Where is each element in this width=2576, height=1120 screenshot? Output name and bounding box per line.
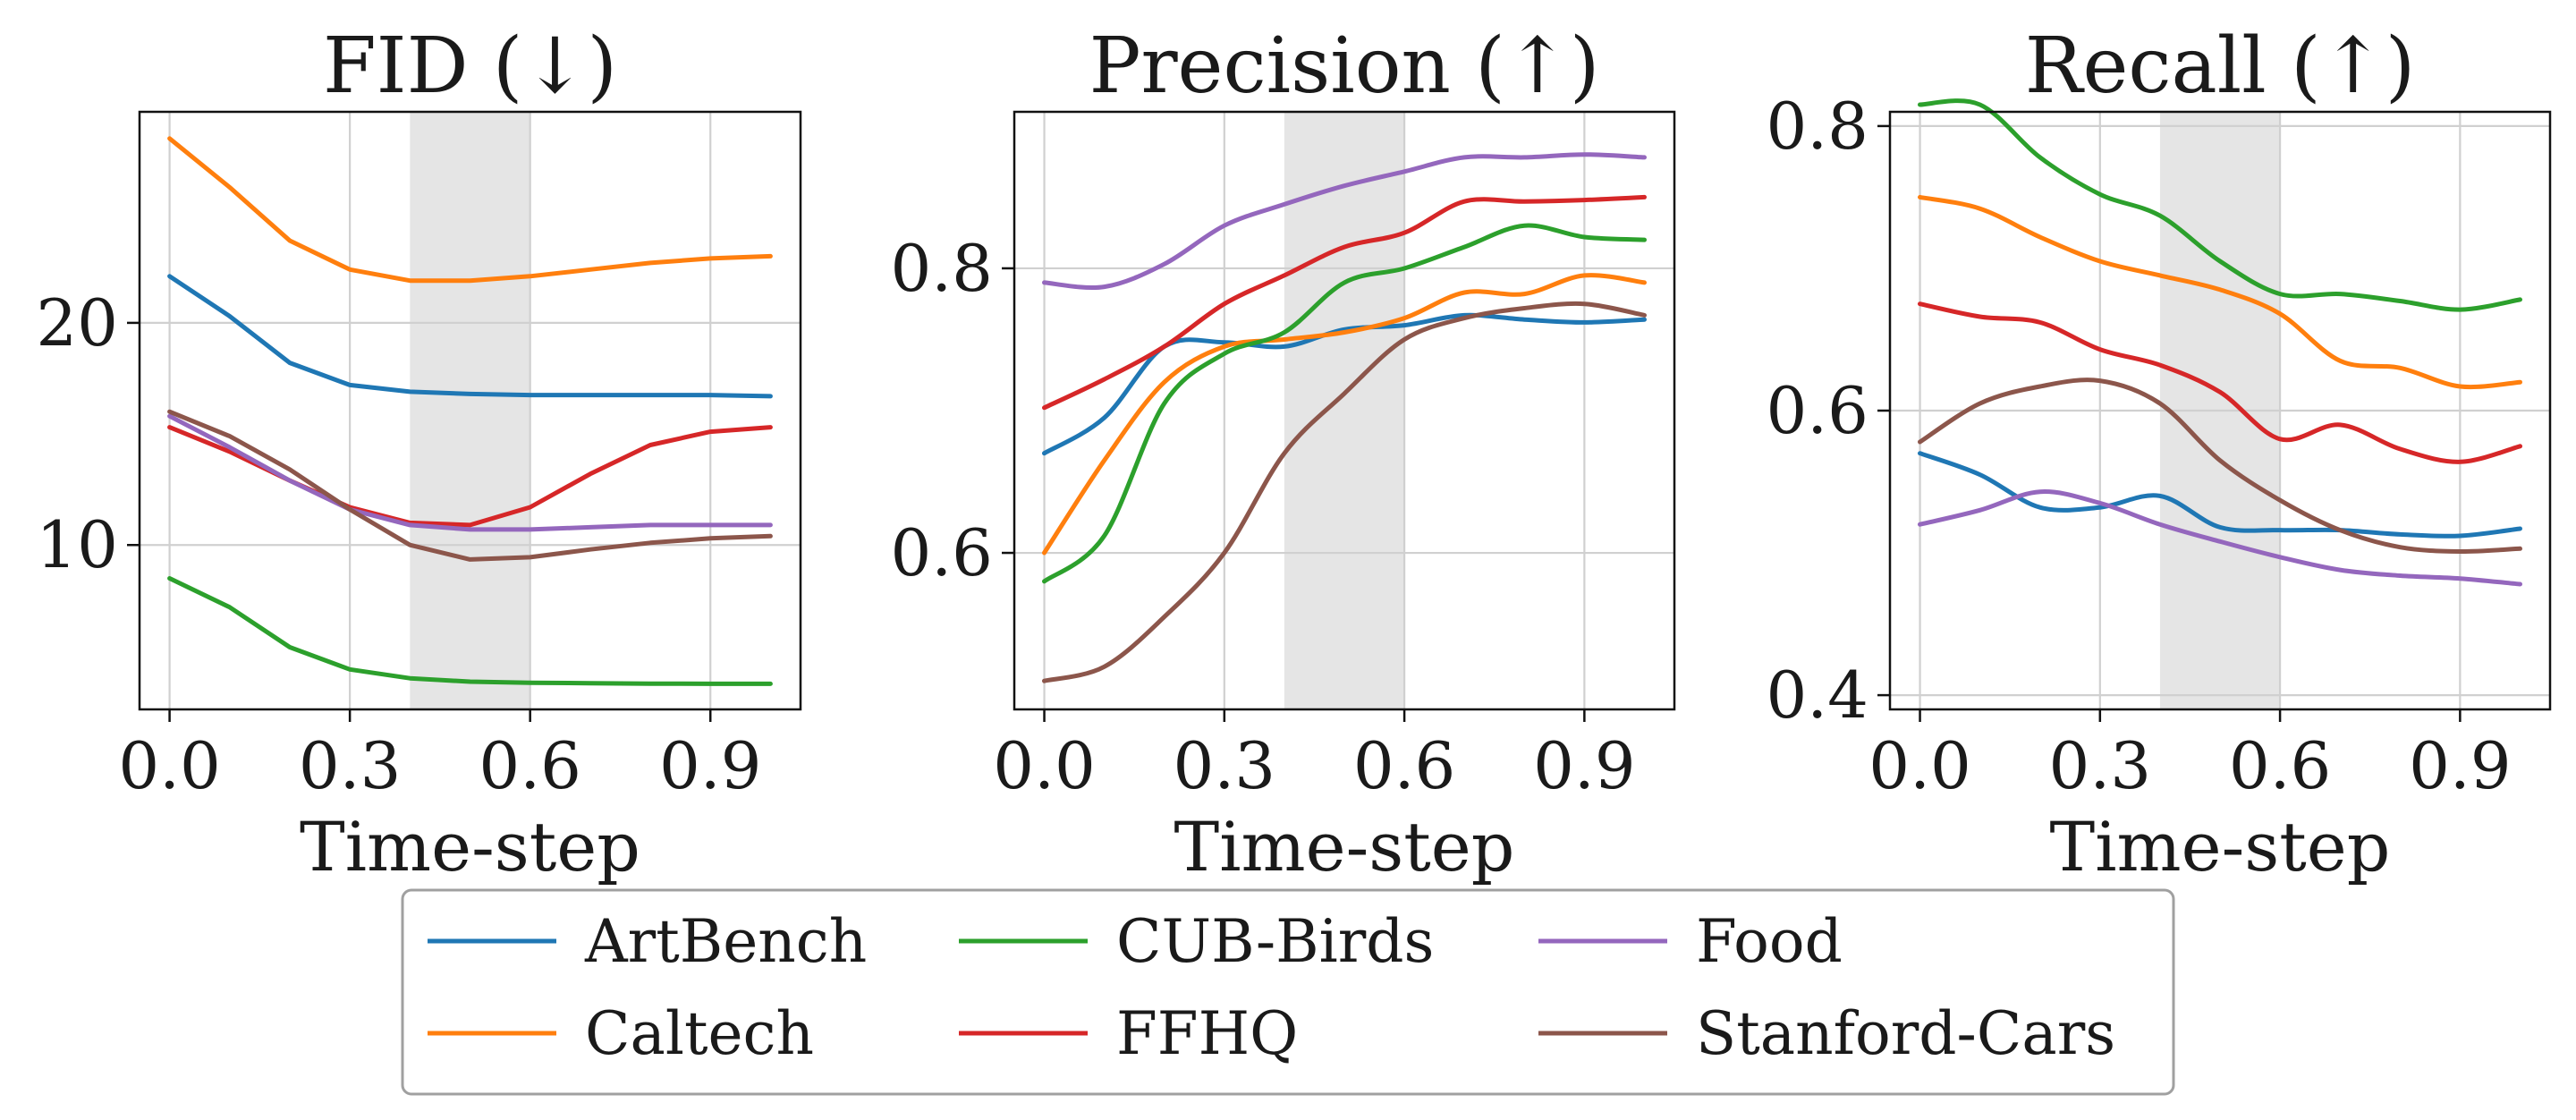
series-line-cub-birds — [1042, 223, 1647, 584]
y-tick-label: 20 — [36, 285, 118, 361]
x-tick-label: 0.9 — [659, 728, 762, 803]
x-tick-label: 0.3 — [1174, 728, 1276, 803]
series-line-caltech — [1042, 273, 1647, 556]
series-line-stanford-cars — [1042, 301, 1647, 683]
legend-label-cub-birds: CUB-Birds — [1116, 907, 1434, 976]
series-line-artbench — [1042, 312, 1647, 456]
x-axis-label: Time-step — [1174, 807, 1515, 887]
series-line-artbench — [1918, 451, 2522, 539]
axes-frame — [138, 110, 802, 711]
panel-precision: 0.0 0.3 0.6 0.9 0.6 0.8 Precision (↑) Time-step — [890, 21, 1676, 887]
legend-label-artbench: ArtBench — [584, 907, 867, 976]
panel-title: Recall (↑) — [2025, 21, 2416, 111]
axes-frame — [1013, 110, 1676, 711]
x-tick-label: 0.0 — [1868, 728, 1971, 803]
y-tick-label: 0.6 — [890, 515, 993, 590]
x-tick-label: 0.6 — [2229, 728, 2332, 803]
legend-label-stanford-cars: Stanford-Cars — [1696, 999, 2115, 1068]
shaded-region — [1284, 112, 1405, 709]
series-line-stanford-cars — [167, 409, 773, 562]
series-line-cub-birds — [167, 576, 773, 686]
panel-recall: 0.0 0.3 0.6 0.9 0.4 0.6 0.8 Recall (↑) Time-step — [1766, 21, 2552, 887]
x-axis-label: Time-step — [300, 807, 640, 887]
legend: ArtBench CUB-Birds Food Caltech FFHQ Stanford… — [401, 888, 2175, 1096]
panel-fid: 0.0 0.3 0.6 0.9 10 20 FID (↓) Time-step — [36, 21, 802, 887]
x-axis-label: Time-step — [2050, 807, 2391, 887]
legend-label-food: Food — [1696, 907, 1843, 976]
x-tick-label: 0.6 — [1353, 728, 1456, 803]
x-tick-label: 0.3 — [2049, 728, 2152, 803]
series-line-food — [1918, 489, 2522, 587]
series-line-caltech — [1918, 194, 2522, 390]
y-tick-label: 0.8 — [1766, 89, 1868, 164]
y-tick-label: 10 — [36, 507, 118, 582]
series-line-ffhq — [1042, 194, 1647, 411]
series-line-food — [167, 413, 773, 532]
series-line-cub-birds — [1918, 98, 2522, 312]
x-tick-label: 0.6 — [479, 728, 581, 803]
panel-title: FID (↓) — [323, 21, 617, 111]
legend-label-ffhq: FFHQ — [1116, 999, 1298, 1068]
shaded-region — [410, 112, 530, 709]
series-line-caltech — [167, 136, 773, 284]
y-tick-label: 0.4 — [1766, 658, 1868, 733]
x-tick-label: 0.9 — [2409, 728, 2512, 803]
legend-label-caltech: Caltech — [585, 999, 814, 1068]
legend-frame — [401, 888, 2175, 1096]
x-tick-label: 0.0 — [993, 728, 1096, 803]
series-line-artbench — [167, 274, 773, 399]
series-line-ffhq — [1918, 301, 2522, 464]
y-tick-label: 0.6 — [1766, 373, 1868, 448]
x-tick-label: 0.9 — [1533, 728, 1636, 803]
series-line-food — [1042, 152, 1647, 291]
y-tick-label: 0.8 — [890, 231, 993, 306]
x-tick-label: 0.3 — [299, 728, 402, 803]
x-tick-label: 0.0 — [118, 728, 221, 803]
series-line-stanford-cars — [1918, 378, 2522, 555]
panel-title: Precision (↑) — [1089, 21, 1600, 111]
